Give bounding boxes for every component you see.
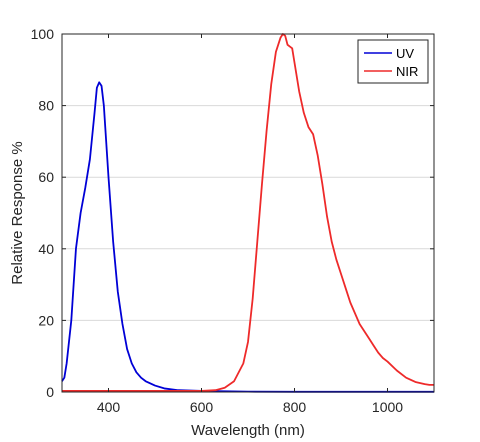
x-tick-label: 800: [283, 399, 307, 415]
plot-frame: [61, 33, 435, 393]
legend-label-uv: UV: [396, 46, 414, 61]
legend-label-nir: NIR: [396, 64, 418, 79]
y-axis-ticks: 0 20 40 60 80 100: [31, 26, 434, 400]
y-tick-label: 100: [31, 26, 55, 42]
y-tick-label: 40: [38, 241, 54, 257]
y-tick-label: 0: [46, 384, 54, 400]
y-tick-label: 60: [38, 169, 54, 185]
y-tick-label: 80: [38, 98, 54, 114]
legend: UV NIR: [357, 39, 429, 84]
x-axis-label: Wavelength (nm): [191, 422, 305, 439]
y-tick-label: 20: [38, 312, 54, 328]
legend-box: [357, 39, 429, 84]
x-tick-label: 600: [190, 399, 214, 415]
y-axis-label: Relative Response %: [9, 141, 26, 284]
x-axis-ticks: 400 600 800 1000: [97, 34, 403, 415]
x-tick-label: 1000: [372, 399, 403, 415]
series-line-nir: [62, 33, 434, 392]
y-gridlines: [62, 105, 434, 321]
x-tick-label: 400: [97, 399, 121, 415]
